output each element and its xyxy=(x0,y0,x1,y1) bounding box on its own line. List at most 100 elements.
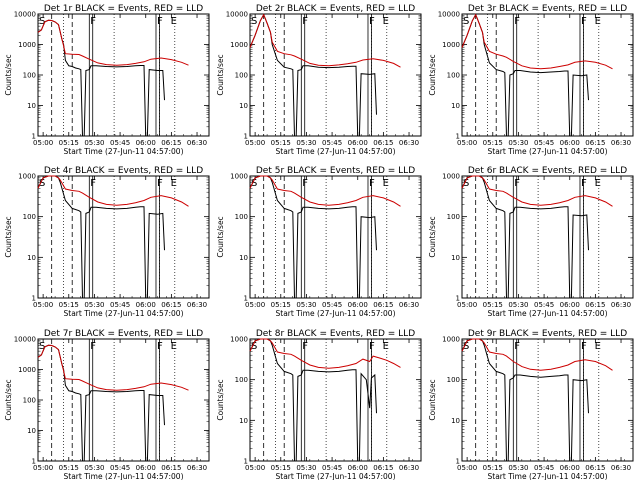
y-tick-label: 1 xyxy=(456,458,460,466)
x-tick-label: 06:00 xyxy=(348,139,368,147)
x-tick-label: 06:00 xyxy=(560,301,580,309)
x-tick-label: 06:15 xyxy=(585,464,605,472)
panel-title: Det 8r BLACK = Events, RED = LLD xyxy=(256,329,415,339)
chart-panel-6: Det 6r BLACK = Events, RED = LLD 05:00 05:… xyxy=(428,166,634,318)
x-axis-label: Start Time (27-Jun-11 04:57:00) xyxy=(276,147,396,156)
marker-label-s: S xyxy=(251,16,257,27)
x-tick-label: 06:30 xyxy=(187,464,207,472)
y-axis-label: Counts/sec xyxy=(216,54,225,95)
y-tick-label: 1 xyxy=(456,133,460,141)
x-tick-label: 06:00 xyxy=(136,464,156,472)
marker-label-f: F xyxy=(302,341,308,352)
x-tick-label: 06:15 xyxy=(585,301,605,309)
x-tick-label: 05:45 xyxy=(322,301,342,309)
y-tick-label: 1000 xyxy=(230,173,248,181)
marker-label-f: F xyxy=(369,178,375,189)
y-tick-label: 10 xyxy=(239,417,248,425)
x-tick-label: 06:15 xyxy=(373,139,393,147)
y-tick-label: 10 xyxy=(451,417,460,425)
y-tick-label: 1 xyxy=(32,295,36,303)
marker-label-e: E xyxy=(171,341,177,352)
y-tick-label: 10000 xyxy=(438,11,460,19)
y-tick-label: 100 xyxy=(23,397,36,405)
marker-label-f: F xyxy=(302,16,308,27)
chart-panel-8: Det 8r BLACK = Events, RED = LLD 05:00 05:… xyxy=(216,329,422,480)
x-tick-label: 05:15 xyxy=(59,139,79,147)
panel-title: Det 5r BLACK = Events, RED = LLD xyxy=(256,166,415,176)
y-tick-label: 100 xyxy=(235,72,248,80)
y-tick-label: 100 xyxy=(23,213,36,221)
series-events xyxy=(461,338,589,462)
x-tick-label: 05:45 xyxy=(322,464,342,472)
x-tick-label: 05:00 xyxy=(33,301,53,309)
x-tick-label: 05:00 xyxy=(457,464,477,472)
x-tick-label: 05:45 xyxy=(110,464,130,472)
panel-title: Det 9r BLACK = Events, RED = LLD xyxy=(468,329,627,339)
x-tick-label: 05:15 xyxy=(483,464,503,472)
marker-label-e: E xyxy=(383,341,389,352)
x-tick-label: 05:00 xyxy=(245,139,265,147)
series-events xyxy=(37,344,165,462)
y-tick-label: 100 xyxy=(235,213,248,221)
chart-panel-9: Det 9r BLACK = Events, RED = LLD 05:00 05:… xyxy=(428,329,634,480)
series-lld xyxy=(37,344,189,391)
marker-label-e: E xyxy=(595,341,601,352)
chart-panel-1: Det 1r BLACK = Events, RED = LLD 05:00 05:… xyxy=(4,4,210,156)
panel-title: Det 6r BLACK = Events, RED = LLD xyxy=(468,166,627,176)
marker-label-f: F xyxy=(90,178,96,189)
panel-title: Det 7r BLACK = Events, RED = LLD xyxy=(44,329,203,339)
x-tick-label: 05:30 xyxy=(84,301,104,309)
y-axis-label: Counts/sec xyxy=(216,379,225,420)
marker-label-f: F xyxy=(514,16,520,27)
x-tick-label: 06:00 xyxy=(560,464,580,472)
y-tick-label: 1000 xyxy=(18,173,36,181)
x-tick-label: 05:15 xyxy=(483,301,503,309)
x-tick-label: 05:45 xyxy=(534,301,554,309)
y-axis-label: Counts/sec xyxy=(216,216,225,257)
x-tick-label: 06:30 xyxy=(611,464,631,472)
x-tick-label: 05:15 xyxy=(483,139,503,147)
y-tick-label: 1000 xyxy=(442,336,460,344)
marker-label-e: E xyxy=(595,178,601,189)
y-tick-label: 10 xyxy=(27,427,36,435)
y-tick-label: 10000 xyxy=(14,11,36,19)
y-tick-label: 1 xyxy=(32,133,36,141)
marker-label-s: S xyxy=(251,341,257,352)
x-axis-label: Start Time (27-Jun-11 04:57:00) xyxy=(488,309,608,318)
y-tick-label: 10000 xyxy=(14,336,36,344)
marker-label-e: E xyxy=(383,16,389,27)
x-tick-label: 05:00 xyxy=(245,464,265,472)
y-tick-label: 1000 xyxy=(230,41,248,49)
x-tick-label: 05:00 xyxy=(33,139,53,147)
marker-label-f: F xyxy=(157,178,163,189)
marker-label-e: E xyxy=(171,16,177,27)
marker-label-s: S xyxy=(463,341,469,352)
series-events xyxy=(461,13,589,137)
x-tick-label: 06:00 xyxy=(136,139,156,147)
y-axis-label: Counts/sec xyxy=(4,379,13,420)
panel-title: Det 2r BLACK = Events, RED = LLD xyxy=(256,4,415,14)
y-tick-label: 100 xyxy=(447,72,460,80)
chart-panel-4: Det 4r BLACK = Events, RED = LLD 05:00 05:… xyxy=(4,166,210,318)
x-tick-label: 06:15 xyxy=(373,464,393,472)
marker-label-e: E xyxy=(383,178,389,189)
x-tick-label: 06:00 xyxy=(348,301,368,309)
series-lld xyxy=(249,175,401,207)
panel-title: Det 1r BLACK = Events, RED = LLD xyxy=(44,4,203,14)
marker-label-f: F xyxy=(90,341,96,352)
chart-panel-3: Det 3r BLACK = Events, RED = LLD 05:00 05:… xyxy=(428,4,634,156)
x-tick-label: 05:45 xyxy=(110,139,130,147)
series-events xyxy=(249,175,377,299)
x-tick-label: 05:30 xyxy=(296,139,316,147)
y-tick-label: 100 xyxy=(447,213,460,221)
y-tick-label: 10 xyxy=(27,102,36,110)
y-tick-label: 1 xyxy=(244,295,248,303)
y-tick-label: 10 xyxy=(239,254,248,262)
x-tick-label: 06:15 xyxy=(373,301,393,309)
x-tick-label: 05:15 xyxy=(59,301,79,309)
x-tick-label: 05:00 xyxy=(457,301,477,309)
y-tick-label: 10 xyxy=(451,254,460,262)
y-axis-label: Counts/sec xyxy=(428,216,437,257)
x-tick-label: 06:30 xyxy=(399,301,419,309)
x-tick-label: 05:45 xyxy=(534,464,554,472)
